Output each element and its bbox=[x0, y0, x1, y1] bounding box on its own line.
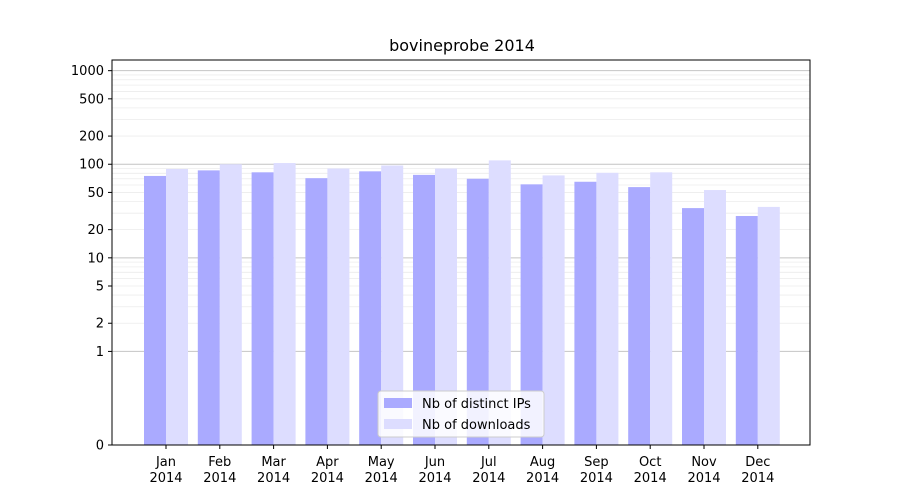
x-tick-label-month: Jul bbox=[480, 455, 497, 470]
y-axis: 0 1 2 5 10 20 50 100 200 500 1000 bbox=[71, 64, 112, 454]
y-tick-label: 0 bbox=[96, 439, 104, 454]
y-tick-label: 5 bbox=[96, 280, 104, 295]
bar-distinct-ips bbox=[628, 187, 651, 445]
x-tick-label-month: Dec bbox=[745, 455, 770, 470]
bar-distinct-ips bbox=[520, 184, 543, 445]
x-tick-label-month: Jan bbox=[155, 455, 176, 470]
legend-box bbox=[377, 390, 545, 438]
legend-entry: Nb of distinct IPs bbox=[422, 397, 531, 412]
x-tick-label-year: 2014 bbox=[687, 471, 720, 486]
bar-distinct-ips bbox=[197, 170, 220, 445]
x-tick-label-month: Oct bbox=[639, 455, 661, 470]
x-tick-label-year: 2014 bbox=[472, 471, 505, 486]
bar-distinct-ips bbox=[413, 174, 435, 445]
bar-distinct-ips bbox=[682, 208, 704, 445]
bar-distinct-ips bbox=[574, 181, 597, 446]
x-tick-label-year: 2014 bbox=[365, 471, 398, 486]
bar-distinct-ips bbox=[359, 171, 382, 445]
x-tick-label-month: Mar bbox=[261, 455, 286, 470]
y-tick-label: 1 bbox=[96, 345, 104, 360]
x-tick-label-month: May bbox=[368, 455, 395, 470]
bar-downloads bbox=[435, 168, 457, 445]
x-tick-label-month: Apr bbox=[316, 455, 339, 470]
bar-downloads bbox=[219, 164, 242, 445]
legend-entry: Nb of downloads bbox=[422, 418, 531, 433]
bar-distinct-ips bbox=[735, 215, 758, 445]
bar-downloads bbox=[650, 172, 673, 446]
y-tick-label: 200 bbox=[79, 130, 104, 145]
x-tick-label-month: Jun bbox=[424, 455, 445, 470]
bar-distinct-ips bbox=[305, 178, 328, 445]
x-tick-label-month: Sep bbox=[584, 455, 609, 470]
bars bbox=[144, 160, 780, 446]
y-tick-label: 2 bbox=[96, 317, 104, 332]
legend: Nb of distinct IPs Nb of downloads bbox=[377, 390, 545, 438]
y-tick-label: 500 bbox=[79, 92, 104, 107]
x-tick-label-year: 2014 bbox=[741, 471, 774, 486]
bar-downloads bbox=[757, 206, 780, 445]
bar-downloads bbox=[704, 190, 726, 445]
bar-distinct-ips bbox=[466, 178, 489, 446]
bar-downloads bbox=[542, 175, 565, 445]
x-tick-label-year: 2014 bbox=[526, 471, 559, 486]
y-tick-label: 1000 bbox=[71, 64, 104, 79]
x-tick-label-year: 2014 bbox=[311, 471, 344, 486]
bar-downloads bbox=[488, 160, 511, 445]
y-tick-label: 50 bbox=[87, 186, 104, 201]
bar-downloads bbox=[381, 165, 404, 446]
y-tick-label: 10 bbox=[87, 251, 104, 266]
x-tick-label-year: 2014 bbox=[634, 471, 667, 486]
x-tick-label-month: Aug bbox=[530, 455, 555, 470]
legend-swatch bbox=[384, 419, 412, 429]
bar-downloads bbox=[273, 163, 296, 445]
bar-distinct-ips bbox=[251, 172, 274, 446]
x-tick-label-year: 2014 bbox=[257, 471, 290, 486]
x-tick-label-month: Feb bbox=[208, 455, 231, 470]
x-axis: Jan2014Feb2014Mar2014Apr2014May2014Jun20… bbox=[149, 445, 774, 486]
y-tick-label: 100 bbox=[79, 158, 104, 173]
x-tick-label-year: 2014 bbox=[203, 471, 236, 486]
chart-title: bovineprobe 2014 bbox=[389, 36, 535, 55]
legend-swatch bbox=[384, 398, 412, 408]
y-tick-label: 20 bbox=[87, 223, 104, 238]
x-tick-label-year: 2014 bbox=[149, 471, 182, 486]
bar-downloads bbox=[166, 168, 188, 445]
bar-downloads bbox=[327, 168, 350, 445]
bar-downloads bbox=[596, 172, 619, 445]
bar-distinct-ips bbox=[144, 175, 166, 445]
x-tick-label-year: 2014 bbox=[418, 471, 451, 486]
x-tick-label-month: Nov bbox=[691, 455, 717, 470]
x-tick-label-year: 2014 bbox=[580, 471, 613, 486]
plot-frame bbox=[111, 59, 811, 446]
axes bbox=[111, 59, 811, 446]
